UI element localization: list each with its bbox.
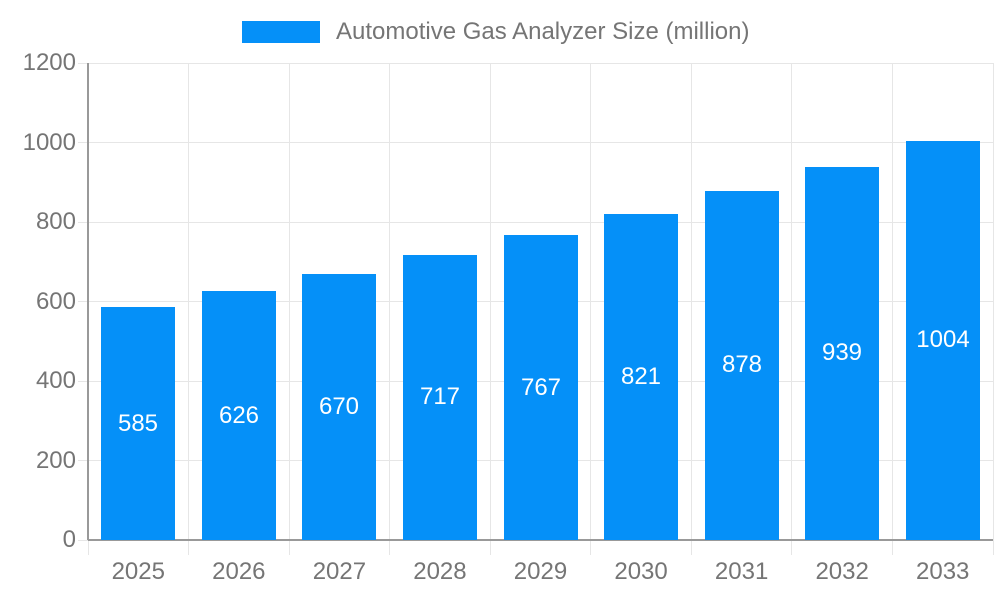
bar[interactable]: 767 (504, 235, 578, 540)
x-axis-tick-label: 2027 (312, 558, 367, 585)
x-axis-tick-label: 2028 (413, 558, 467, 585)
bar[interactable]: 878 (705, 190, 779, 540)
bar-value-label: 585 (117, 409, 159, 437)
x-axis-tick-label: 2025 (111, 558, 165, 585)
x-axis-tick-label: 2033 (916, 558, 970, 585)
x-gridline (188, 63, 190, 555)
x-axis-tick-label: 2031 (714, 558, 769, 585)
x-gridline (288, 63, 290, 555)
bar-value-label: 1004 (916, 326, 970, 354)
y-axis-tick-label: 1200 (22, 49, 76, 76)
bar[interactable]: 585 (101, 307, 175, 540)
x-axis-tick-label: 2030 (614, 558, 668, 585)
bar[interactable]: 939 (805, 166, 879, 540)
bar-value-label: 767 (520, 373, 562, 401)
y-axis-tick-label: 800 (35, 208, 76, 235)
x-gridline (389, 63, 391, 555)
bar-value-label: 670 (318, 392, 360, 420)
legend[interactable]: Automotive Gas Analyzer Size (million) (242, 19, 749, 45)
bar-value-label: 821 (620, 362, 662, 390)
legend-swatch-icon (242, 21, 320, 43)
x-gridline (590, 63, 592, 555)
legend-label: Automotive Gas Analyzer Size (million) (336, 18, 750, 45)
bar-value-label: 939 (821, 339, 863, 367)
y-axis-tick-label: 400 (35, 367, 76, 394)
y-axis-tick-label: 1000 (22, 128, 76, 156)
x-axis-tick-label: 2026 (212, 558, 266, 585)
x-gridline (891, 63, 893, 555)
bar[interactable]: 717 (403, 254, 477, 540)
y-gridline (78, 221, 993, 223)
bar[interactable]: 670 (302, 273, 376, 540)
y-gridline (78, 62, 993, 64)
bar-value-label: 626 (218, 401, 260, 429)
y-axis-tick-label: 600 (35, 287, 76, 315)
x-axis-tick-label: 2029 (513, 558, 568, 585)
y-axis-line (87, 63, 89, 540)
x-axis-line (88, 539, 993, 541)
x-axis-tick-label: 2032 (815, 558, 869, 585)
bar-value-label: 878 (721, 351, 763, 379)
bar[interactable]: 821 (604, 213, 678, 540)
y-axis-tick-label: 0 (62, 526, 76, 553)
bar[interactable]: 1004 (906, 140, 980, 540)
bar-value-label: 717 (419, 383, 461, 411)
x-gridline (690, 63, 692, 555)
bar[interactable]: 626 (202, 291, 276, 540)
x-gridline (489, 63, 491, 555)
x-gridline (791, 63, 793, 555)
y-gridline (78, 142, 993, 143)
y-axis-tick-label: 200 (35, 446, 76, 474)
x-gridline (992, 63, 994, 555)
